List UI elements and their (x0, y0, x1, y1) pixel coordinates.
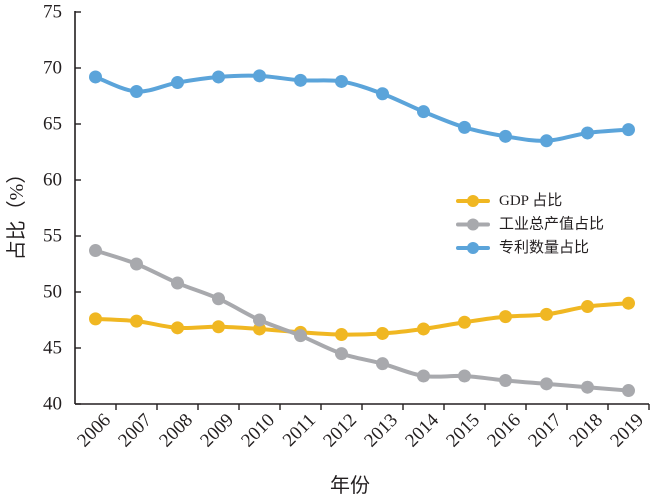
data-point (253, 69, 266, 83)
x-tick-label: 2019 (606, 410, 648, 452)
data-point (130, 85, 143, 99)
series-group (89, 244, 635, 398)
series-group (89, 69, 635, 148)
x-axis-ticks: 2006 2007 2008 2009 2010 2011 2012 2013 2014 2015… (73, 404, 650, 452)
data-point (171, 76, 184, 90)
legend-label: 专利数量占比 (499, 239, 589, 256)
data-point (581, 126, 594, 140)
data-point (622, 123, 635, 137)
data-point (540, 377, 553, 391)
y-axis-ticks: 40 45 50 55 60 65 70 75 (43, 2, 81, 415)
data-point (171, 321, 184, 335)
data-point (499, 373, 512, 387)
data-point (622, 384, 635, 398)
legend-label: GDP 占比 (499, 192, 562, 209)
x-tick-label: 2007 (114, 410, 156, 452)
data-point (89, 244, 102, 258)
data-point (212, 320, 225, 334)
series-layer (89, 69, 635, 398)
y-axis-title: 占比（%） (5, 164, 28, 261)
x-tick-label: 2012 (319, 410, 361, 452)
data-point (335, 328, 348, 342)
x-tick-label: 2013 (360, 410, 402, 452)
y-tick-label: 40 (43, 394, 62, 415)
legend-item: GDP 占比 (456, 192, 562, 209)
y-tick-label: 75 (43, 2, 62, 23)
data-point (581, 380, 594, 394)
data-point (417, 369, 430, 383)
legend-swatch-marker (467, 218, 479, 231)
x-tick-label: 2016 (483, 410, 525, 452)
data-point (540, 307, 553, 321)
data-point (458, 369, 471, 383)
data-point (294, 73, 307, 87)
y-tick-label: 45 (43, 338, 62, 359)
data-point (253, 313, 266, 327)
legend-item: 工业总产值占比 (456, 216, 604, 233)
data-point (417, 322, 430, 336)
data-point (89, 70, 102, 84)
data-point (335, 74, 348, 88)
x-tick-label: 2010 (237, 410, 279, 452)
data-point (458, 120, 471, 134)
x-tick-label: 2011 (279, 410, 320, 451)
x-tick-label: 2006 (73, 410, 115, 452)
data-point (376, 326, 389, 340)
data-point (89, 312, 102, 326)
legend-swatch-marker (467, 195, 479, 207)
data-point (458, 315, 471, 329)
y-tick-label: 70 (43, 58, 62, 79)
data-point (212, 70, 225, 84)
legend-swatch-marker (467, 242, 479, 254)
x-axis-title: 年份 (330, 474, 370, 497)
data-point (622, 296, 635, 310)
data-point (499, 310, 512, 324)
x-tick-label: 2017 (524, 410, 566, 452)
y-tick-label: 60 (43, 170, 62, 191)
x-tick-label: 2015 (442, 410, 484, 452)
y-tick-label: 55 (43, 226, 62, 247)
data-point (376, 87, 389, 101)
data-point (581, 300, 594, 314)
x-tick-label: 2018 (565, 410, 607, 452)
x-tick-label: 2008 (155, 410, 197, 452)
y-tick-label: 65 (43, 114, 62, 135)
data-point (212, 292, 225, 306)
data-point (130, 314, 143, 328)
data-point (376, 357, 389, 371)
x-tick-label: 2014 (401, 409, 443, 451)
y-tick-label: 50 (43, 282, 62, 303)
data-point (130, 257, 143, 271)
data-point (171, 276, 184, 290)
data-point (540, 134, 553, 148)
series-group (89, 296, 635, 342)
x-tick-label: 2009 (196, 410, 238, 452)
data-point (335, 347, 348, 361)
data-point (253, 322, 266, 336)
legend-label: 工业总产值占比 (499, 216, 604, 233)
data-point (294, 329, 307, 343)
data-point (499, 129, 512, 143)
data-point (417, 105, 430, 119)
legend-item: 专利数量占比 (456, 239, 589, 256)
